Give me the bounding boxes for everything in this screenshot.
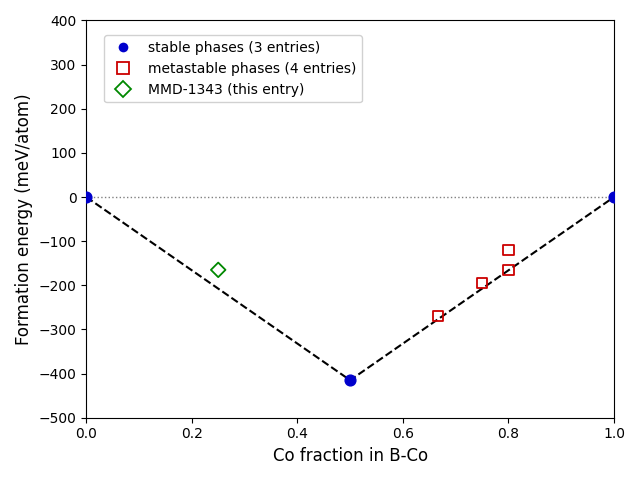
Point: [503, 246, 513, 254]
Y-axis label: Formation energy (meV/atom): Formation energy (meV/atom): [15, 93, 33, 345]
Point: [477, 279, 487, 287]
Point: [433, 312, 444, 320]
Point: [503, 266, 513, 274]
X-axis label: Co fraction in B-Co: Co fraction in B-Co: [273, 447, 428, 465]
Point: [609, 193, 619, 201]
Point: [345, 376, 355, 384]
Point: [81, 193, 92, 201]
Point: [213, 266, 223, 274]
Legend: stable phases (3 entries), metastable phases (4 entries), MMD-1343 (this entry): stable phases (3 entries), metastable ph…: [104, 36, 362, 102]
